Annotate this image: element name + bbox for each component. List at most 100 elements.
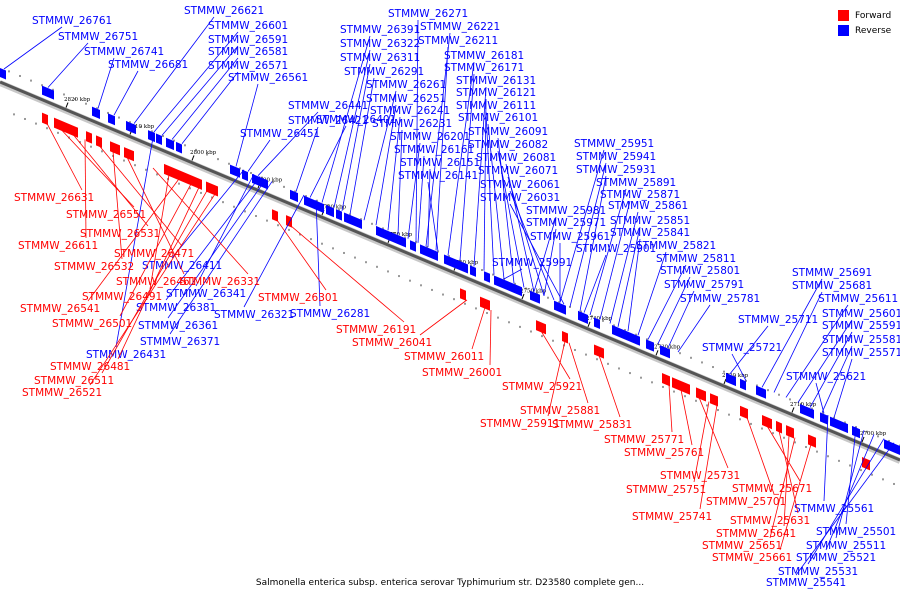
reverse-gene xyxy=(494,275,522,297)
reverse-gene-label: STMMW_25931 xyxy=(576,164,656,176)
track-dot xyxy=(684,395,686,398)
track-dot xyxy=(316,199,318,202)
reverse-gene-label: STMMW_25711 xyxy=(738,314,818,326)
track-dot xyxy=(415,241,417,244)
reverse-leader-line xyxy=(609,211,639,324)
track-dot xyxy=(305,195,307,198)
track-dot xyxy=(382,227,384,230)
track-dot xyxy=(607,362,609,365)
track-dot xyxy=(63,93,65,96)
reverse-leader-line xyxy=(333,49,371,208)
track-dot xyxy=(475,307,477,310)
reverse-gene-label: STMMW_25571 xyxy=(822,347,900,359)
track-dot xyxy=(118,116,120,119)
reverse-gene-label: STMMW_26751 xyxy=(58,31,138,43)
forward-gene xyxy=(96,135,102,148)
track-dot xyxy=(19,74,21,77)
track-dot xyxy=(772,432,774,435)
forward-gene xyxy=(286,215,292,228)
reverse-leader-line xyxy=(579,175,607,311)
reverse-leader-line xyxy=(729,325,769,375)
track-dot xyxy=(217,158,219,161)
forward-leader-line xyxy=(89,193,216,386)
reverse-leader-line xyxy=(341,63,371,212)
forward-gene-label: STMMW_25631 xyxy=(730,515,810,527)
track-dot xyxy=(57,131,59,134)
track-dot xyxy=(849,464,851,467)
track-dot xyxy=(662,385,664,388)
reverse-gene-label: STMMW_25871 xyxy=(600,189,680,201)
track-dot xyxy=(294,190,296,193)
forward-leader-line xyxy=(98,145,183,247)
track-dot xyxy=(717,409,719,412)
forward-gene xyxy=(480,296,490,311)
forward-gene-label: STMMW_25771 xyxy=(604,434,684,446)
reverse-gene xyxy=(578,310,588,324)
track-dot xyxy=(321,242,323,245)
forward-leader-line xyxy=(766,425,801,482)
forward-gene xyxy=(42,112,48,126)
track-dot xyxy=(701,361,703,364)
reverse-gene-label: STMMW_26441 xyxy=(288,100,368,112)
reverse-leader-line xyxy=(761,278,823,388)
track-dot xyxy=(123,159,125,162)
reverse-gene-label: STMMW_26081 xyxy=(476,152,556,164)
reverse-leader-line xyxy=(559,149,605,303)
forward-leader-line xyxy=(290,225,405,323)
forward-gene xyxy=(776,420,782,434)
reverse-gene xyxy=(108,113,115,126)
tick-label: 2710 kbp xyxy=(790,402,817,408)
track-dot xyxy=(602,319,604,322)
reverse-leader-line xyxy=(47,42,89,88)
track-dot xyxy=(552,339,554,342)
reverse-gene xyxy=(0,68,6,80)
reverse-gene-label: STMMW_26082 xyxy=(468,139,548,151)
reverse-gene-label: STMMW_26261 xyxy=(366,79,446,91)
reverse-leader-line xyxy=(3,26,63,70)
track-dot xyxy=(288,228,290,231)
reverse-gene-label: STMMW_25601 xyxy=(822,308,900,320)
forward-gene xyxy=(762,415,772,430)
reverse-gene xyxy=(594,317,600,329)
reverse-gene-label: STMMW_25791 xyxy=(664,279,744,291)
reverse-leader-line xyxy=(447,61,475,256)
reverse-gene-label: STMMW_26591 xyxy=(208,34,288,46)
track-dot xyxy=(668,347,670,350)
forward-gene xyxy=(562,331,568,344)
reverse-gene xyxy=(326,204,334,218)
reverse-gene-label: STMMW_25861 xyxy=(608,200,688,212)
track-dot xyxy=(712,366,714,369)
track-dot xyxy=(844,421,846,424)
reverse-gene xyxy=(92,106,100,119)
reverse-gene-label: STMMW_26381 xyxy=(136,302,216,314)
forward-gene-label: STMMW_25751 xyxy=(626,484,706,496)
track-dot xyxy=(750,422,752,425)
forward-leader-line xyxy=(84,139,87,239)
forward-leader-line xyxy=(149,174,170,290)
reverse-leader-line xyxy=(295,126,319,192)
reverse-leader-line xyxy=(543,228,557,296)
reverse-leader-line xyxy=(821,345,853,413)
reverse-leader-line xyxy=(247,139,271,172)
track-dot xyxy=(376,265,378,268)
reverse-leader-line xyxy=(815,382,825,414)
track-dot xyxy=(96,107,98,110)
reverse-gene xyxy=(852,425,860,439)
reverse-leader-line xyxy=(133,16,215,124)
reverse-gene-label: STMMW_26401 xyxy=(316,114,396,126)
track-dot xyxy=(206,153,208,156)
forward-leader-line xyxy=(152,167,249,275)
reverse-gene xyxy=(336,209,342,221)
forward-gene xyxy=(710,393,718,407)
track-dot xyxy=(387,270,389,273)
track-dot xyxy=(244,210,246,213)
track-dot xyxy=(739,418,741,421)
track-dot xyxy=(195,148,197,151)
forward-leader-line xyxy=(276,219,327,291)
forward-gene-label: STMMW_25831 xyxy=(552,419,632,431)
reverse-gene xyxy=(156,133,162,146)
reverse-leader-line xyxy=(797,319,853,403)
track-dot xyxy=(261,176,263,179)
forward-gene xyxy=(740,405,748,420)
reverse-leader-line xyxy=(243,194,305,308)
